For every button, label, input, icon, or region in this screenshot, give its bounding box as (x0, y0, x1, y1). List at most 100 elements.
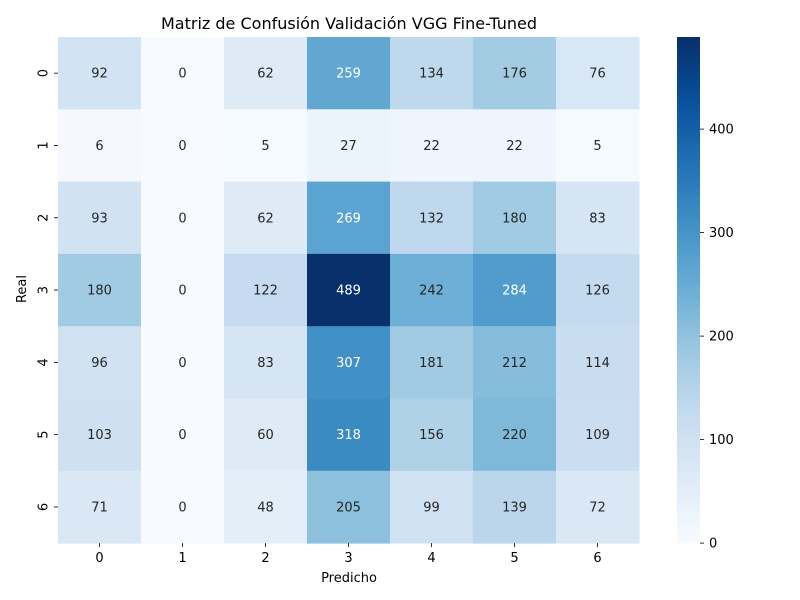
heatmap-cell (58, 37, 142, 110)
cell-value-label: 83 (257, 356, 274, 371)
heatmap-cell (58, 253, 142, 327)
y-tick-label: 5 (37, 431, 52, 439)
cell-value-label: 99 (423, 500, 440, 515)
cell-value-label: 6 (95, 139, 103, 154)
y-tick-label: 4 (37, 358, 52, 366)
cell-value-label: 180 (87, 284, 112, 299)
heatmap-cell (224, 470, 308, 544)
cell-value-label: 139 (502, 500, 527, 515)
cell-value-label: 242 (419, 284, 444, 299)
cell-value-label: 318 (336, 428, 361, 443)
cell-value-label: 22 (423, 139, 440, 154)
cell-value-label: 269 (336, 211, 361, 226)
cell-value-label: 205 (336, 500, 361, 515)
cell-value-label: 71 (91, 500, 108, 515)
cell-value-label: 284 (502, 284, 527, 299)
cell-value-label: 176 (502, 67, 527, 82)
x-tick-label: 2 (261, 551, 269, 566)
heatmap-cell (58, 181, 142, 255)
cell-value-label: 180 (502, 211, 527, 226)
heatmap-cell (58, 326, 142, 399)
heatmap-cell (141, 253, 225, 327)
heatmap-cell (141, 326, 225, 399)
heatmap-cell (390, 181, 474, 255)
x-axis-label: Predicho (321, 571, 377, 586)
x-axis: 0 1 2 3 4 5 6 (95, 543, 602, 566)
cell-value-label: 60 (257, 428, 274, 443)
cell-value-label: 109 (585, 428, 610, 443)
heatmap-cell (307, 398, 391, 472)
heatmap-cell (141, 109, 225, 183)
heatmap-cell (473, 398, 557, 472)
heatmap-cell (141, 37, 225, 110)
y-axis: 0 1 2 3 4 5 6 (37, 69, 58, 511)
heatmap-cell (307, 37, 391, 110)
y-tick-label: 6 (37, 503, 52, 511)
cell-value-label: 0 (178, 211, 186, 226)
cell-value-label: 0 (178, 139, 186, 154)
y-axis-label: Real (15, 275, 30, 303)
x-tick-label: 0 (95, 551, 103, 566)
cell-value-label: 181 (419, 356, 444, 371)
heatmap-cell (224, 326, 308, 399)
cell-value-label: 259 (336, 67, 361, 82)
cell-value-label: 62 (257, 211, 274, 226)
y-tick-label: 3 (37, 286, 52, 294)
cell-value-label: 5 (261, 139, 269, 154)
cell-value-label: 83 (589, 211, 606, 226)
heatmap-cell (224, 181, 308, 255)
colorbar-tick-label: 200 (709, 330, 734, 345)
heatmap-cell (473, 326, 557, 399)
cell-value-label: 307 (336, 356, 361, 371)
chart-title: Matriz de Confusión Validación VGG Fine-… (161, 14, 537, 33)
heatmap-cell (556, 253, 640, 327)
heatmap-cell (390, 37, 474, 110)
heatmap-cell (141, 470, 225, 544)
heatmap-cell (58, 398, 142, 472)
colorbar: 0 100 200 300 400 (677, 37, 734, 552)
heatmap-cell (224, 109, 308, 183)
colorbar-tick-label: 300 (709, 226, 734, 241)
cell-value-label: 72 (589, 500, 606, 515)
y-tick-label: 0 (37, 69, 52, 77)
heatmap-cell (556, 326, 640, 399)
heatmap-cell (224, 253, 308, 327)
cell-value-label: 76 (589, 67, 606, 82)
x-tick-label: 4 (427, 551, 435, 566)
cell-value-label: 5 (593, 139, 601, 154)
cell-value-label: 220 (502, 428, 527, 443)
heatmap-cell (224, 398, 308, 472)
x-tick-label: 6 (593, 551, 601, 566)
heatmap-cell (307, 181, 391, 255)
heatmap-cell (473, 253, 557, 327)
heatmap-cell (307, 470, 391, 544)
colorbar-gradient (677, 37, 700, 544)
cell-value-label: 48 (257, 500, 274, 515)
heatmap-cell (390, 253, 474, 327)
cell-value-label: 122 (253, 284, 278, 299)
cell-value-label: 489 (336, 284, 361, 299)
colorbar-tick-label: 400 (709, 123, 734, 138)
heatmap-cell (58, 470, 142, 544)
cell-value-label: 126 (585, 284, 610, 299)
heatmap-cell (307, 326, 391, 399)
heatmap-cell (390, 398, 474, 472)
cell-value-label: 27 (340, 139, 357, 154)
heatmap-cell (556, 470, 640, 544)
cell-value-label: 212 (502, 356, 527, 371)
cell-value-label: 22 (506, 139, 523, 154)
heatmap-cell (224, 37, 308, 110)
cell-value-label: 134 (419, 67, 444, 82)
cell-value-label: 62 (257, 67, 274, 82)
cell-value-label: 0 (178, 67, 186, 82)
cell-value-label: 0 (178, 356, 186, 371)
colorbar-tick-label: 100 (709, 433, 734, 448)
heatmap-cell (390, 109, 474, 183)
colorbar-tick-label: 0 (709, 537, 717, 552)
heatmap-cell (556, 109, 640, 183)
heatmap-cell (390, 326, 474, 399)
x-tick-label: 1 (178, 551, 186, 566)
heatmap-cell (141, 181, 225, 255)
heatmap-cell (390, 470, 474, 544)
heatmap-cell (473, 470, 557, 544)
